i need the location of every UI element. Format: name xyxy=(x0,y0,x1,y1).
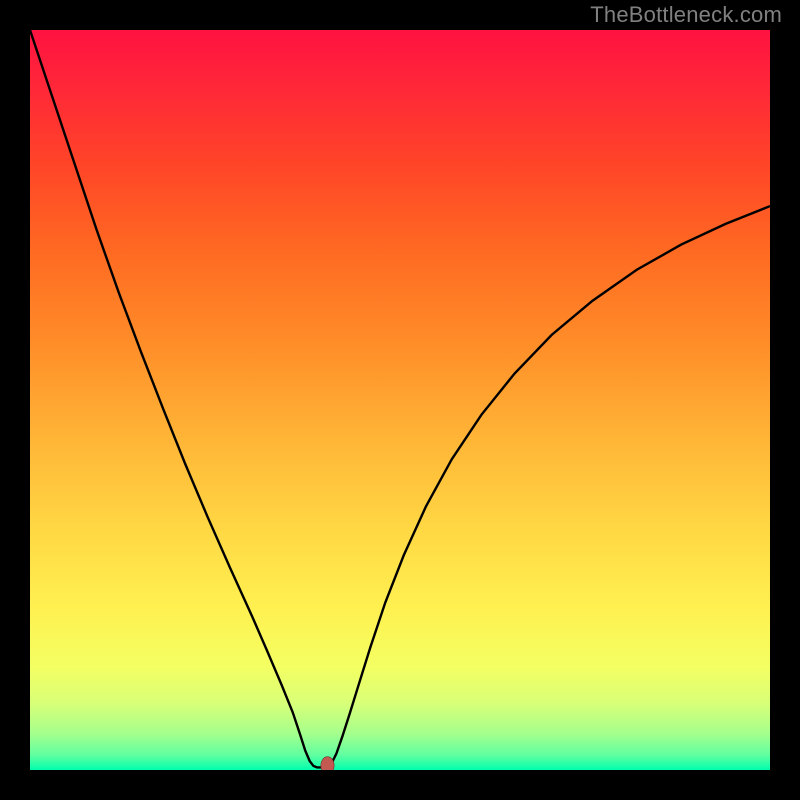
curve-svg xyxy=(30,30,770,770)
chart-frame: TheBottleneck.com xyxy=(0,0,800,800)
plot-area xyxy=(30,30,770,770)
bottleneck-curve xyxy=(30,30,770,767)
watermark-text: TheBottleneck.com xyxy=(590,2,782,28)
minimum-marker xyxy=(321,757,334,770)
